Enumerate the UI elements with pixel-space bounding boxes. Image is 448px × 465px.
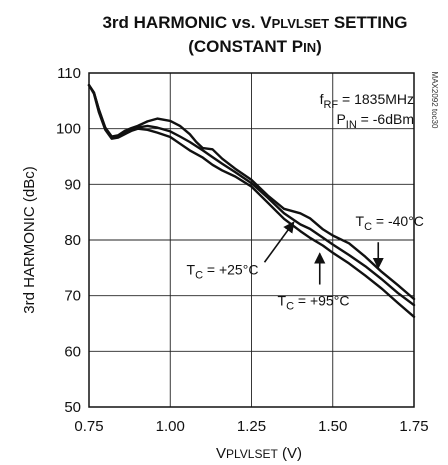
x-tick-label: 1.50 bbox=[318, 418, 347, 435]
y-tick-label: 90 bbox=[64, 176, 81, 193]
tick-labels: 0.75 1.00 1.25 1.50 1.75 50 60 70 80 90 100 110 bbox=[56, 65, 429, 435]
plot-frame bbox=[88, 72, 415, 408]
chart-title-line1: 3rd HARMONIC vs. VPLVLSET SETTING bbox=[102, 13, 407, 32]
x-tick-label: 1.25 bbox=[237, 418, 266, 435]
y-tick-label: 110 bbox=[57, 65, 81, 82]
graph-id: MAX2092 toc30 bbox=[430, 72, 439, 129]
annotation-layer: TC = -40°C TC = +25°C TC = +95°C bbox=[187, 213, 424, 313]
x-tick-label: 0.75 bbox=[74, 418, 103, 435]
chart-title-line2: (CONSTANT PIN) bbox=[188, 37, 322, 56]
series-label-tc-plus-25: TC = +25°C bbox=[187, 262, 259, 282]
y-tick-label: 50 bbox=[64, 399, 81, 416]
series-line-tc-plus-95 bbox=[87, 84, 416, 318]
label-arrow-tc-plus-25 bbox=[263, 221, 295, 263]
conditions: fRF = 1835MHz PIN = -6dBm bbox=[320, 91, 414, 131]
x-tick-label: 1.75 bbox=[399, 418, 428, 435]
condition-input-power: PIN = -6dBm bbox=[336, 111, 414, 131]
y-tick-label: 70 bbox=[64, 288, 81, 305]
series-label-tc-minus-40: TC = -40°C bbox=[356, 213, 424, 233]
series-label-tc-plus-95: TC = +95°C bbox=[278, 293, 350, 313]
y-tick-label: 100 bbox=[56, 121, 81, 138]
y-axis-label: 3rd HARMONIC (dBc) bbox=[21, 166, 38, 314]
series-layer bbox=[87, 84, 416, 318]
x-tick-label: 1.00 bbox=[156, 418, 185, 435]
y-tick-label: 60 bbox=[64, 343, 81, 360]
x-axis-label: VPLVLSET (V) bbox=[216, 445, 302, 462]
y-tick-label: 80 bbox=[64, 232, 81, 249]
condition-frequency: fRF = 1835MHz bbox=[320, 91, 414, 111]
